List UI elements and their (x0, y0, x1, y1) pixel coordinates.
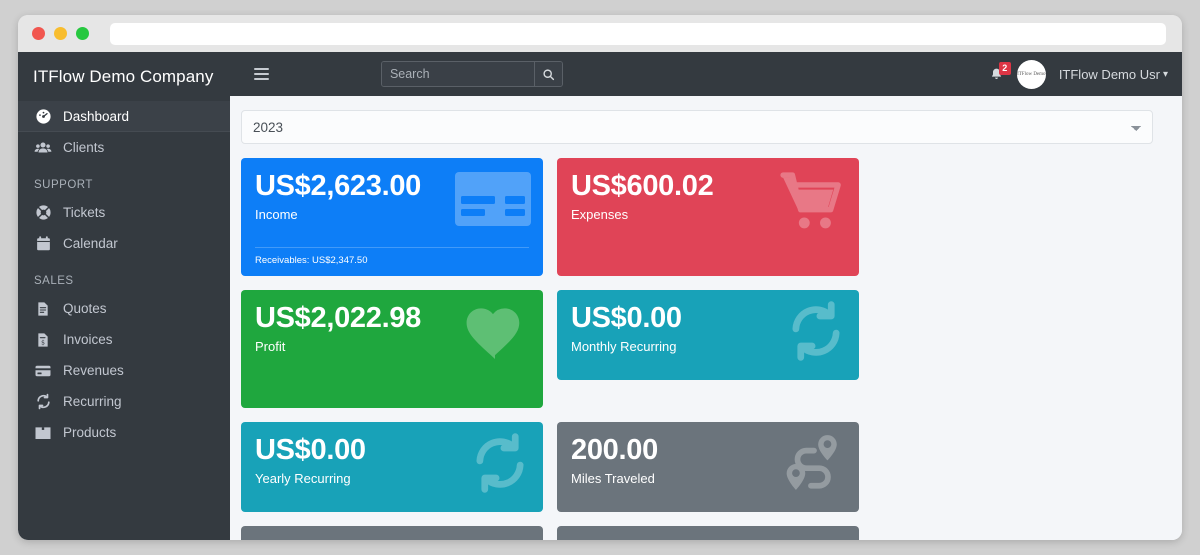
sidebar-item-label: Revenues (63, 363, 124, 378)
stat-value: 200.00 (571, 434, 658, 466)
stat-label: Expenses (571, 207, 629, 223)
sidebar-item-label: Dashboard (63, 108, 130, 124)
sidebar-item-label: Quotes (63, 301, 107, 316)
browser-window: ITFlow Demo Company Dashboard (18, 15, 1182, 540)
search-input[interactable] (381, 62, 534, 86)
sidebar-item-products[interactable]: Products (18, 417, 230, 448)
user-menu[interactable]: ITFlow Demo Usr ▾ (1059, 67, 1168, 82)
year-filter-select[interactable]: 2023 (241, 110, 1153, 144)
sidebar-brand[interactable]: ITFlow Demo Company (33, 67, 214, 86)
notifications-button[interactable]: 2 (989, 61, 1011, 82)
url-address-bar[interactable] (110, 22, 1166, 45)
stat-label: Yearly Recurring (255, 471, 351, 487)
search-box (380, 61, 563, 87)
stat-label: Income (255, 207, 298, 223)
stat-card-yearly-recurring[interactable]: US$0.00 Yearly Recurring (241, 422, 543, 512)
stat-value: US$2,022.98 (255, 302, 421, 334)
calendar-icon (34, 235, 52, 253)
stat-card-new-vendors[interactable]: 1 New Vendors (557, 526, 859, 540)
stat-card-grid: US$2,623.00 Income (241, 158, 1153, 540)
svg-text:$: $ (41, 339, 45, 346)
notification-badge: 2 (998, 61, 1011, 75)
stat-label: Profit (255, 339, 286, 355)
dashboard-content: 2023 US$2,623.00 Income (230, 96, 1182, 540)
users-icon (34, 139, 52, 157)
stat-card-expenses[interactable]: US$600.02 Expenses (557, 158, 859, 276)
box-icon (34, 424, 52, 442)
sidebar-item-dashboard[interactable]: Dashboard (18, 101, 230, 132)
topnav-right-group: 2 ITFlow Demo ITFlow Demo Usr ▾ (989, 59, 1168, 89)
sidebar-item-label: Tickets (63, 205, 106, 220)
sidebar-item-label: Products (63, 425, 117, 440)
main-area: 2 ITFlow Demo ITFlow Demo Usr ▾ 2023 (230, 52, 1182, 540)
avatar[interactable]: ITFlow Demo (1016, 59, 1046, 89)
stat-card-income[interactable]: US$2,623.00 Income (241, 158, 543, 276)
sidebar-item-quotes[interactable]: Quotes (18, 293, 230, 324)
stat-card-new-clients[interactable]: 4 New Clients (241, 526, 543, 540)
stat-value: US$600.02 (571, 170, 714, 202)
stat-value: US$2,623.00 (255, 170, 421, 202)
stat-value: 4 (255, 538, 529, 540)
stat-footer: Receivables: US$2,347.50 (255, 247, 529, 266)
stat-value: US$0.00 (255, 434, 366, 466)
sidebar-item-invoices[interactable]: $ Invoices (18, 324, 230, 355)
sidebar-item-recurring[interactable]: Recurring (18, 386, 230, 417)
sidebar-item-label: Clients (63, 140, 105, 155)
browser-title-bar (18, 15, 1182, 52)
application-root: ITFlow Demo Company Dashboard (18, 52, 1182, 540)
stat-card-miles-traveled[interactable]: 200.00 Miles Traveled (557, 422, 859, 512)
lifebuoy-icon (34, 204, 52, 222)
dashboard-icon (34, 107, 52, 125)
chevron-down-icon: ▾ (1162, 68, 1168, 80)
stat-value: 1 (571, 538, 845, 540)
bell-icon (991, 68, 1001, 79)
window-close-button[interactable] (32, 27, 45, 40)
sidebar-item-label: Recurring (63, 394, 122, 409)
stat-card-monthly-recurring[interactable]: US$0.00 Monthly Recurring (557, 290, 859, 380)
sidebar-section-support: SUPPORT (34, 179, 93, 191)
sidebar-item-calendar[interactable]: Calendar (18, 228, 230, 259)
stat-value: US$0.00 (571, 302, 682, 334)
sidebar-section-sales: SALES (34, 275, 74, 287)
sidebar-item-tickets[interactable]: Tickets (18, 197, 230, 228)
file-quote-icon (34, 300, 52, 318)
window-minimize-button[interactable] (54, 27, 67, 40)
stat-label: Monthly Recurring (571, 339, 677, 355)
hamburger-icon[interactable] (254, 63, 276, 85)
recycle-icon (34, 393, 52, 411)
sidebar: ITFlow Demo Company Dashboard (18, 52, 230, 540)
credit-card-icon (34, 362, 52, 380)
avatar-label: ITFlow Demo (1017, 71, 1046, 77)
file-invoice-icon: $ (34, 331, 52, 349)
user-menu-label: ITFlow Demo Usr (1058, 66, 1160, 82)
sidebar-item-label: Calendar (63, 236, 118, 251)
sidebar-item-clients[interactable]: Clients (18, 132, 230, 163)
sidebar-item-label: Invoices (63, 332, 113, 347)
search-button[interactable] (533, 62, 562, 86)
window-maximize-button[interactable] (76, 27, 89, 40)
sidebar-item-revenues[interactable]: Revenues (18, 355, 230, 386)
top-navbar: 2 ITFlow Demo ITFlow Demo Usr ▾ (230, 52, 1182, 96)
stat-label: Miles Traveled (571, 471, 655, 487)
stat-card-profit[interactable]: US$2,022.98 Profit (241, 290, 543, 408)
